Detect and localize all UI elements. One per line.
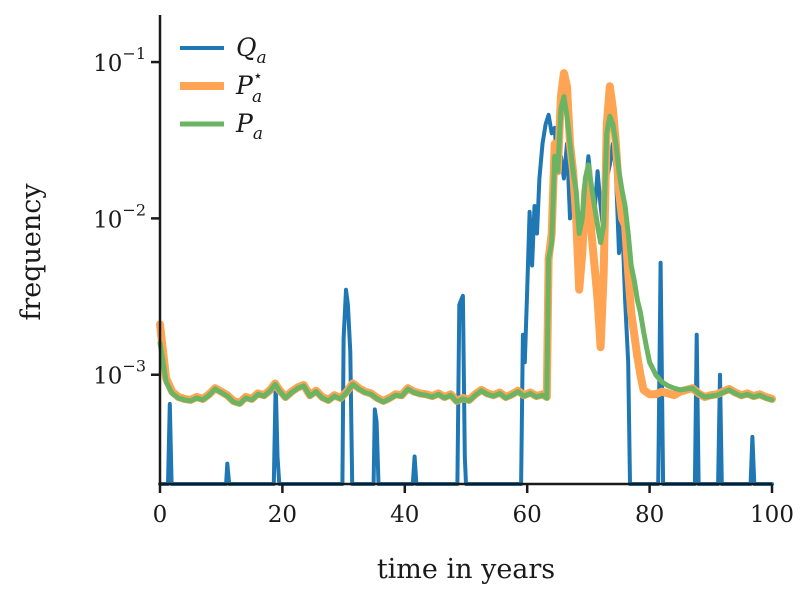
legend-subscript: a <box>257 48 267 68</box>
y-tick-base: 10 <box>93 51 122 77</box>
x-tick-label: 0 <box>153 502 168 528</box>
legend-label-1: P⋆ a <box>235 66 263 107</box>
legend-base: P <box>235 109 254 138</box>
x-tick-label: 100 <box>750 502 794 528</box>
legend-label-0: Qa <box>236 33 267 68</box>
y-tick-exponent: −1 <box>122 44 146 63</box>
legend-subscript: a <box>253 124 263 144</box>
x-tick-label: 60 <box>513 502 542 528</box>
legend: QaP⋆ aPa <box>180 33 267 144</box>
legend-base: Q <box>236 33 257 62</box>
y-tick-label: 10−1 <box>93 44 146 77</box>
x-tick-label: 20 <box>268 502 297 528</box>
x-ticks: 0 20 40 60 80 100 <box>153 484 794 528</box>
y-tick-base: 10 <box>93 207 122 233</box>
legend-base: P <box>235 71 254 100</box>
y-tick-label: 10−3 <box>93 357 146 390</box>
legend-label-2: Pa <box>235 109 263 144</box>
x-axis-label: time in years <box>377 554 555 585</box>
y-tick-base: 10 <box>93 364 122 390</box>
y-tick-exponent: −2 <box>122 200 146 219</box>
legend-superscript: ⋆ <box>253 66 263 85</box>
y-tick-exponent: −3 <box>122 357 146 376</box>
y-axis-label: frequency <box>16 183 47 321</box>
y-tick-label: 10−2 <box>93 200 146 233</box>
series-line-2 <box>157 94 775 407</box>
legend-subscript: a <box>252 87 262 107</box>
series-line-0 <box>158 112 774 486</box>
y-ticks: 10−310−210−1 <box>93 44 160 390</box>
x-tick-label: 40 <box>390 502 419 528</box>
x-tick-label: 80 <box>635 502 664 528</box>
series-layer <box>156 69 776 486</box>
